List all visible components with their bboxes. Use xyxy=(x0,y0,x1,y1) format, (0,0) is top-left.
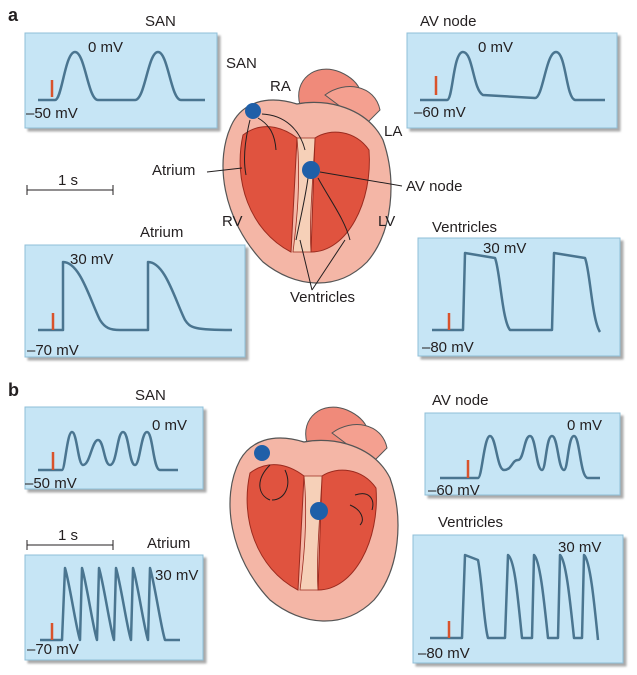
trace xyxy=(420,50,605,102)
av-node xyxy=(310,502,328,520)
top-label: 30 mV xyxy=(558,539,601,556)
trace xyxy=(38,260,233,332)
heart-label: AV node xyxy=(406,178,462,195)
top-label: 30 mV xyxy=(70,251,113,268)
trace-title: Ventricles xyxy=(432,219,497,236)
san-node xyxy=(254,445,270,461)
bottom-label: –70 mV xyxy=(27,342,79,359)
trace-box xyxy=(24,406,204,490)
trace xyxy=(430,553,600,641)
bottom-label: –70 mV xyxy=(27,641,79,658)
trace-title: Ventricles xyxy=(438,514,503,531)
bottom-label: –50 mV xyxy=(25,475,77,492)
heart-label: LV xyxy=(378,213,395,230)
bottom-label: –50 mV xyxy=(26,105,78,122)
heart-label: RA xyxy=(270,78,291,95)
trace xyxy=(432,251,602,333)
trace xyxy=(440,434,600,480)
top-label: 30 mV xyxy=(483,240,526,257)
trace-title: AV node xyxy=(420,13,476,30)
panel-label: b xyxy=(8,380,19,400)
trace-title: Atrium xyxy=(147,535,190,552)
top-label: 30 mV xyxy=(155,567,198,584)
trace-title: SAN xyxy=(135,387,166,404)
bottom-label: –60 mV xyxy=(428,482,480,499)
reentry-arrows xyxy=(259,464,374,526)
scale-label: 1 s xyxy=(58,172,78,189)
conduction-arrows xyxy=(244,113,306,176)
heart-label: SAN xyxy=(226,55,257,72)
trace-box xyxy=(24,32,218,129)
trace-box xyxy=(406,32,618,129)
trace-box xyxy=(24,244,246,358)
trace xyxy=(38,430,178,472)
trace-box xyxy=(417,237,621,357)
heart-label: Ventricles xyxy=(290,289,355,306)
leader-lines xyxy=(206,167,403,291)
trace xyxy=(38,50,205,102)
san-node xyxy=(245,103,261,119)
bottom-label: –60 mV xyxy=(414,104,466,121)
heart-label: LA xyxy=(384,123,402,140)
trace xyxy=(40,566,180,642)
trace-title: SAN xyxy=(145,13,176,30)
top-label: 0 mV xyxy=(567,417,602,434)
top-label: 0 mV xyxy=(152,417,187,434)
scale-label: 1 s xyxy=(58,527,78,544)
bottom-label: –80 mV xyxy=(418,645,470,662)
trace-title: Atrium xyxy=(140,224,183,241)
heart-label: Atrium xyxy=(152,162,195,179)
top-label: 0 mV xyxy=(88,39,123,56)
av-node xyxy=(302,161,320,179)
top-label: 0 mV xyxy=(478,39,513,56)
trace-title: AV node xyxy=(432,392,488,409)
bottom-label: –80 mV xyxy=(422,339,474,356)
heart-label: RV xyxy=(222,213,243,230)
panel-label: a xyxy=(8,5,19,25)
conduction-arrows xyxy=(295,177,351,241)
